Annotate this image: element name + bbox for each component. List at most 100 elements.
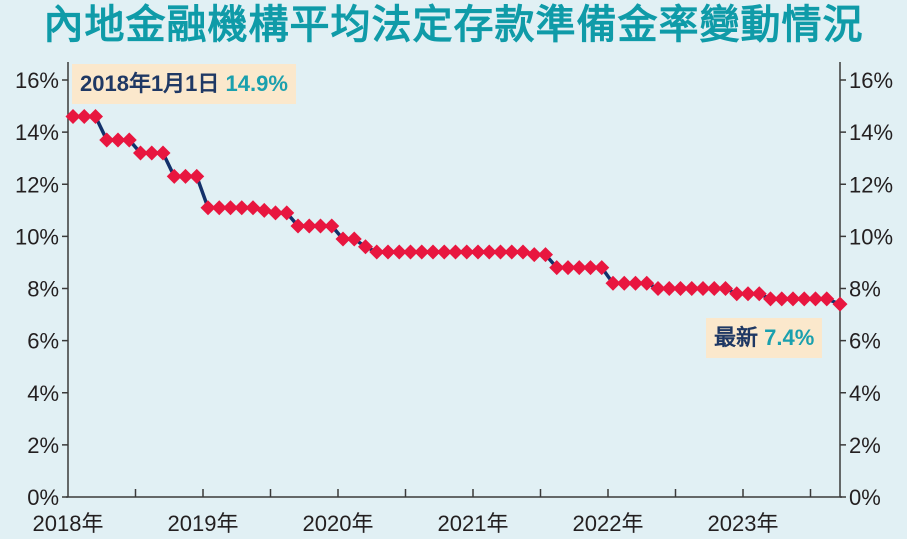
y-tick-label: 8% [27,277,59,302]
y-tick-label: 14% [849,120,893,145]
data-point-marker [571,260,587,276]
data-point-marker [178,168,193,184]
data-point-marker [526,247,542,263]
data-point-marker [493,244,508,260]
data-point-marker [673,281,688,296]
data-point-marker [763,291,778,307]
data-point-marker [133,145,148,161]
latest-value-callout: 最新 7.4% [706,318,823,358]
y-tick-label: 6% [27,329,59,354]
data-point-marker [605,275,621,291]
data-point-marker [549,260,565,276]
x-tick-label: 2018年 [33,511,104,536]
data-point-marker [583,260,598,276]
latest-callout-value: 7.4% [764,325,815,350]
data-point-marker [380,244,396,260]
data-point-marker [718,281,733,296]
axes [62,62,846,498]
y-tick-label: 4% [849,381,881,406]
data-point-marker [155,145,171,161]
data-point-marker [358,239,373,255]
data-point-marker [504,244,520,260]
data-point-marker [279,205,295,221]
data-point-marker [324,218,340,234]
data-point-marker [403,244,418,260]
data-point-marker [616,275,632,291]
data-point-marker [234,200,250,216]
y-tick-label: 0% [849,485,881,510]
data-point-marker [256,202,272,218]
data-point-marker [639,275,655,291]
data-point-marker [223,200,238,216]
data-point-marker [740,286,756,302]
data-point-marker [695,281,711,296]
data-point-marker [628,275,643,291]
series-line [68,114,841,306]
data-point-marker [245,200,261,216]
data-point-marker [515,244,531,260]
y-tick-label: 6% [849,329,881,354]
x-tick-label: 2021年 [438,511,509,536]
x-axis-labels: 2018年 2019年 2020年 2021年 2022年 2023年 [33,511,779,536]
data-point-marker [560,260,576,276]
start-value-callout: 2018年1月1日 14.9% [72,64,296,104]
data-point-marker [268,205,283,221]
y-tick-label: 0% [27,485,59,510]
data-point-marker [459,244,475,260]
data-point-marker [211,200,227,216]
start-callout-label: 2018年1月1日 [80,71,220,96]
data-point-marker [819,291,835,307]
x-tick-label: 2022年 [573,511,644,536]
x-tick-label: 2020年 [303,511,374,536]
data-point-marker [729,286,745,302]
y-tick-label: 12% [15,172,59,197]
data-point-marker [189,168,205,184]
data-point-marker [785,291,801,307]
y-tick-label: 10% [849,224,893,249]
data-point-marker [76,108,92,124]
data-point-marker [436,244,452,260]
data-point-marker [650,281,666,296]
chart-title: 內地金融機構平均法定存款準備金率變動情況 [43,1,864,48]
data-point-marker [808,291,823,307]
y-tick-label: 14% [15,120,59,145]
data-point-marker [369,244,385,260]
data-point-marker [684,281,700,296]
data-point-marker [706,281,722,296]
data-point-marker [121,132,137,148]
data-point-marker [99,132,115,148]
data-point-marker [335,231,351,247]
data-point-marker [796,291,812,307]
data-point-marker [594,260,610,276]
data-point-marker [538,247,553,263]
y-tick-label: 12% [849,172,893,197]
y-axis-right-labels: 0% 2% 4% 6% 8% 10% 12% 14% 16% [849,68,893,510]
data-point-marker [774,291,790,307]
data-point-marker [414,244,430,260]
data-point-marker [144,145,160,161]
start-callout-value: 14.9% [225,71,288,96]
y-tick-label: 2% [849,433,881,458]
data-point-marker [346,231,362,247]
data-point-marker [313,218,328,234]
data-point-marker [425,244,441,260]
y-axis-left-labels: 0% 2% 4% 6% 8% 10% 12% 14% 16% [15,68,59,510]
data-point-marker [110,132,126,148]
latest-callout-label: 最新 [714,325,759,350]
data-point-marker [301,218,317,234]
data-point-marker [391,244,407,260]
data-point-marker [481,244,497,260]
data-markers [65,108,848,312]
y-tick-label: 16% [15,68,59,93]
data-point-marker [65,108,81,124]
data-point-marker [832,296,848,312]
y-tick-label: 8% [849,277,881,302]
data-point-marker [448,244,463,260]
data-point-marker [751,286,767,302]
data-point-marker [661,281,677,296]
data-point-marker [200,200,216,216]
data-point-marker [166,168,182,184]
y-tick-label: 2% [27,433,59,458]
y-tick-label: 4% [27,381,59,406]
